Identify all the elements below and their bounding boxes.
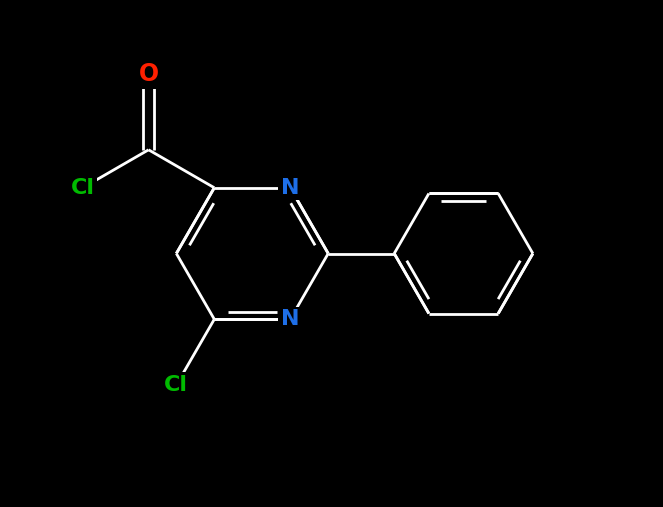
- Text: N: N: [281, 309, 300, 329]
- Text: O: O: [139, 62, 158, 86]
- Text: N: N: [281, 178, 300, 198]
- Text: Cl: Cl: [164, 375, 188, 395]
- Text: Cl: Cl: [71, 178, 95, 198]
